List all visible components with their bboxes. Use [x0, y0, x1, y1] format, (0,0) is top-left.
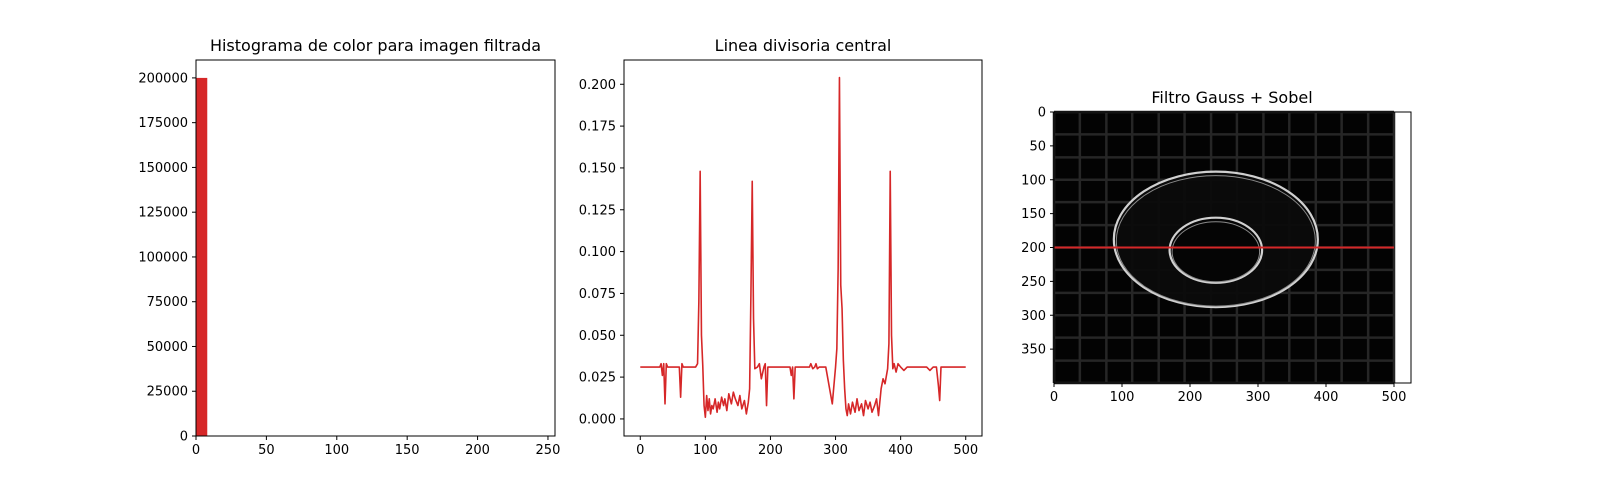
- x-tick-label: 50: [258, 443, 275, 458]
- y-tick-label: 25000: [147, 385, 188, 400]
- x-tick-label: 300: [1246, 390, 1271, 405]
- x-tick-label: 400: [1314, 390, 1339, 405]
- y-tick-label: 0.150: [579, 161, 616, 176]
- filtered-image: [1052, 110, 1396, 385]
- outer-ring-inner-edge: [1115, 175, 1316, 307]
- y-tick-label: 200: [1021, 241, 1046, 256]
- x-tick-label: 0: [636, 443, 644, 458]
- image-title: Filtro Gauss + Sobel: [1151, 88, 1312, 107]
- y-tick-label: 0.125: [579, 203, 616, 218]
- line-axes: 0 100 200 300 400 500 0.000 0.025 0.050 0.075 0.10…: [579, 78, 978, 458]
- y-tick-label: 0.100: [579, 245, 616, 260]
- y-tick-label: 50000: [147, 340, 188, 355]
- histogram-title: Histograma de color para imagen filtrada: [210, 36, 541, 55]
- y-tick-label: 150: [1021, 207, 1046, 222]
- inner-ring: [1168, 216, 1264, 284]
- x-tick-label: 300: [823, 443, 848, 458]
- x-tick-label: 500: [1382, 390, 1407, 405]
- y-tick-label: 100000: [138, 250, 188, 265]
- y-tick-label: 150000: [138, 161, 188, 176]
- histogram-frame: [195, 59, 556, 437]
- y-tick-label: 0.050: [579, 329, 616, 344]
- image-panel: Filtro Gauss + Sobel 0 100 200 300 400 500 0 50…: [1021, 88, 1412, 406]
- line-panel: Linea divisoria central 0 100 200 300 400 500…: [579, 36, 983, 458]
- image-axes: 0 100 200 300 400 500 0 50 100 150 200 250 300 350: [1021, 106, 1406, 406]
- histogram-axes: 0 50 100 150 200 250 0 25000 50000 75000 100000 125…: [138, 71, 560, 458]
- y-tick-label: 75000: [147, 295, 188, 310]
- image-frame: [1053, 111, 1412, 384]
- y-tick-label: 50: [1029, 139, 1046, 154]
- y-tick-label: 0: [1038, 106, 1046, 121]
- x-tick-label: 200: [1178, 390, 1203, 405]
- line-frame: [623, 59, 983, 437]
- y-tick-label: 250: [1021, 275, 1046, 290]
- y-tick-label: 0.025: [579, 371, 616, 386]
- x-tick-label: 200: [465, 443, 490, 458]
- x-tick-label: 100: [324, 443, 349, 458]
- x-tick-label: 250: [536, 443, 561, 458]
- x-tick-label: 200: [758, 443, 783, 458]
- y-tick-label: 350: [1021, 343, 1046, 358]
- x-tick-label: 150: [395, 443, 420, 458]
- x-tick-label: 500: [953, 443, 978, 458]
- x-tick-label: 400: [888, 443, 913, 458]
- x-tick-label: 0: [192, 443, 200, 458]
- y-tick-label: 175000: [138, 116, 188, 131]
- series-line: [640, 76, 966, 419]
- x-tick-label: 0: [1050, 390, 1058, 405]
- y-tick-label: 100: [1021, 173, 1046, 188]
- line-title: Linea divisoria central: [715, 36, 892, 55]
- y-tick-label: 0: [180, 430, 188, 445]
- y-tick-label: 0.000: [579, 412, 616, 427]
- y-tick-label: 0.200: [579, 78, 616, 93]
- histogram-panel: Histograma de color para imagen filtrada…: [138, 36, 560, 458]
- y-tick-label: 0.175: [579, 120, 616, 135]
- histogram-marks: [196, 77, 208, 437]
- histogram-bar: [196, 77, 208, 437]
- line-marks: [640, 76, 966, 419]
- y-tick-label: 300: [1021, 309, 1046, 324]
- y-tick-label: 125000: [138, 206, 188, 221]
- y-tick-label: 0.075: [579, 287, 616, 302]
- x-tick-label: 100: [1110, 390, 1135, 405]
- y-tick-label: 200000: [138, 71, 188, 86]
- inner-ring-inner-edge: [1171, 221, 1261, 283]
- x-tick-label: 100: [693, 443, 718, 458]
